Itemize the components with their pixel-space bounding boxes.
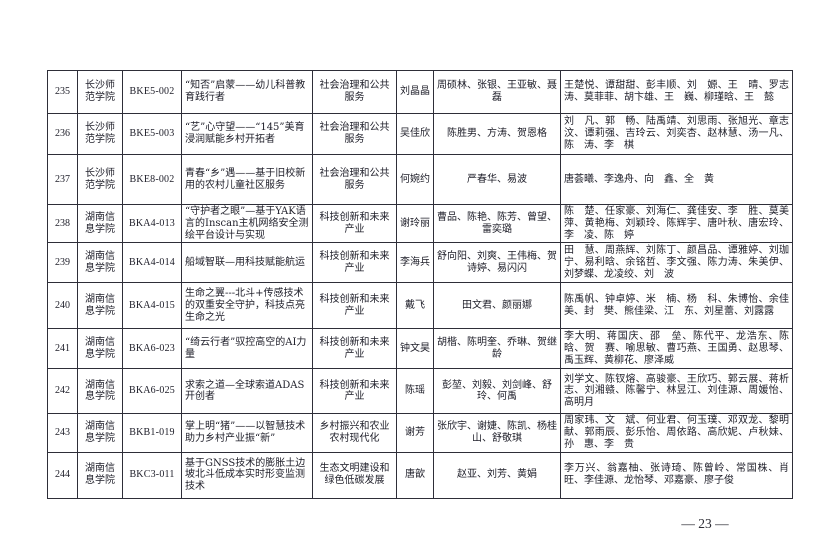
cell-num: 237 [47,154,78,205]
cell-school: 湖南信息学院 [77,282,123,330]
table-row: 238 湖南信息学院 BKA4-013 “守护者之眼”—基于YAK语言的Inscan主… [47,203,793,244]
cell-advisors: 严春华、易波 [433,154,561,205]
cell-school: 长沙师范学院 [77,113,123,155]
cell-school: 湖南信息学院 [77,203,123,244]
cell-leader: 何婉约 [396,154,434,205]
cell-members: 周家玮、文 斌、何业君、何玉璞、邓双龙、黎明献、郭雨辰、彭乐怡、周依路、高欣妮、… [560,413,793,453]
cell-advisors: 彭堃、刘毅、刘剑峰、舒玲、何禹 [433,368,561,415]
cell-category: 乡村振兴和农业农村现代化 [312,413,397,453]
table-row: 240 湖南信息学院 BKA4-015 生命之翼---北斗+传感技术的双重安全守护，科… [47,282,793,330]
cell-members: 唐荟曦、李逸舟、向 鑫、全 黄 [560,154,793,205]
cell-school: 湖南信息学院 [77,451,123,499]
cell-title: 生命之翼---北斗+传感技术的双重安全守护，科技点亮生命之光 [181,282,313,330]
table-row: 244 湖南信息学院 BKC3-011 基于GNSS技术的膨胀土边坡北斗低成本实时形变… [47,451,793,499]
cell-leader: 谢芳 [396,413,434,453]
cell-leader: 钟文昊 [396,328,434,370]
cell-category: 科技创新和未来产业 [312,282,397,330]
table-row: 242 湖南信息学院 BKA6-025 求索之道—全球索道ADAS开创者 科技创新和未来… [47,368,793,415]
cell-advisors: 周硕林、张银、王亚敏、聂磊 [433,70,561,114]
cell-category: 社会治理和公共服务 [312,113,397,155]
cell-num: 239 [47,242,78,284]
cell-advisors: 舒向阳、刘爽、王伟梅、贺诗婷、易闪闪 [433,242,561,284]
cell-leader: 唐歆 [396,451,434,499]
cell-advisors: 陈胜男、方涛、贺恩格 [433,113,561,155]
project-list-table: 235 长沙师范学院 BKE5-002 “知否”启蒙——幼儿科普教育践行者 社会治理和公… [47,70,793,499]
cell-title: “绮云行者”驭控高空的AI力量 [181,328,313,370]
cell-members: 田 慧、周燕辉、刘陈丁、颜昌品、谭雅婷、刘珈宁、易利晗、余铭哲、李文强、陈力涛、… [560,242,793,284]
cell-leader: 刘晶晶 [396,70,434,114]
table-row: 236 长沙师范学院 BKE5-003 “艺”心守望——“145”美育浸润赋能乡村开拓… [47,113,793,155]
cell-num: 241 [47,328,78,370]
cell-members: 陈禹帆、钟卓婷、米 楠、杨 科、朱博怡、余佳美、封 樊、熊佳梁、江 东、刘星蕾、… [560,282,793,330]
cell-members: 陈 楚、任家豪、刘海仁、龚佳安、李 胜、莫美萍、黄艳梅、刘颖玲、陈辉宇、唐叶秋、… [560,203,793,244]
cell-school: 湖南信息学院 [77,368,123,415]
cell-code: BKA4-015 [122,282,182,330]
cell-advisors: 赵亚、刘芳、黄娟 [433,451,561,499]
cell-title: 青春“乡”遇——基于旧校新用的农村儿童社区服务 [181,154,313,205]
cell-leader: 李海兵 [396,242,434,284]
cell-title: “艺”心守望——“145”美育浸润赋能乡村开拓者 [181,113,313,155]
cell-members: 李大明、蒋国庆、邵 垒、陈代平、龙浩东、陈 晗、贺 赛、喻思敏、曹巧燕、王国勇、… [560,328,793,370]
cell-num: 244 [47,451,78,499]
cell-advisors: 田文君、颜丽娜 [433,282,561,330]
cell-members: 王楚悦、谭甜甜、彭丰顺、刘 嫄、王 晴、罗志涛、莫菲菲、胡卞雄、王 巍、柳瑾晗、… [560,70,793,114]
cell-title: “知否”启蒙——幼儿科普教育践行者 [181,70,313,114]
cell-title: 基于GNSS技术的膨胀土边坡北斗低成本实时形变监测技术 [181,451,313,499]
cell-leader: 吴佳欣 [396,113,434,155]
cell-title: 掌上明“猪”——以智慧技术助力乡村产业振“新” [181,413,313,453]
table-row: 235 长沙师范学院 BKE5-002 “知否”启蒙——幼儿科普教育践行者 社会治理和公… [47,70,793,114]
cell-school: 湖南信息学院 [77,242,123,284]
cell-code: BKA6-025 [122,368,182,415]
cell-category: 科技创新和未来产业 [312,328,397,370]
table-row: 243 湖南信息学院 BKB1-019 掌上明“猪”——以智慧技术助力乡村产业振“新”… [47,413,793,453]
cell-num: 242 [47,368,78,415]
cell-category: 社会治理和公共服务 [312,70,397,114]
table-body: 235 长沙师范学院 BKE5-002 “知否”启蒙——幼儿科普教育践行者 社会治理和公… [47,70,793,499]
cell-members: 李万兴、翁嘉柚、张诗琦、陈曾岭、常国株、肖 旺、李佳源、龙怡琴、邓嘉豪、廖子俊 [560,451,793,499]
table-row: 237 长沙师范学院 BKE8-002 青春“乡”遇——基于旧校新用的农村儿童社区服务… [47,154,793,205]
cell-category: 生态文明建设和绿色低碳发展 [312,451,397,499]
cell-num: 235 [47,70,78,114]
cell-category: 科技创新和未来产业 [312,368,397,415]
cell-school: 湖南信息学院 [77,413,123,453]
cell-members: 刘 凡、郭 畅、陆禹靖、刘思雨、张旭光、章志汶、谭莉强、吉玲云、刘奕杏、赵林慧、… [560,113,793,155]
table-row: 241 湖南信息学院 BKA6-023 “绮云行者”驭控高空的AI力量 科技创新和未来产… [47,328,793,370]
cell-code: BKE5-003 [122,113,182,155]
cell-school: 长沙师范学院 [77,154,123,205]
cell-category: 社会治理和公共服务 [312,154,397,205]
cell-school: 长沙师范学院 [77,70,123,114]
cell-title: 求索之道—全球索道ADAS开创者 [181,368,313,415]
cell-category: 科技创新和未来产业 [312,242,397,284]
cell-num: 240 [47,282,78,330]
cell-num: 236 [47,113,78,155]
cell-leader: 陈瑶 [396,368,434,415]
table-row: 239 湖南信息学院 BKA4-014 船域智联—用科技赋能航运 科技创新和未来产业 李海… [47,242,793,284]
cell-advisors: 胡楷、陈明奎、乔琳、贺继龄 [433,328,561,370]
cell-title: 船域智联—用科技赋能航运 [181,242,313,284]
cell-title: “守护者之眼”—基于YAK语言的Inscan主机网络安全测绘平台设计与实现 [181,203,313,244]
cell-members: 刘学文、陈钗熔、高骏豪、王欣巧、郭云展、蒋析志、刘湘赣、陈馨宁、林昱江、刘佳源、… [560,368,793,415]
cell-num: 238 [47,203,78,244]
cell-code: BKA4-014 [122,242,182,284]
cell-num: 243 [47,413,78,453]
cell-code: BKB1-019 [122,413,182,453]
cell-code: BKE8-002 [122,154,182,205]
page-number: — 23 — [681,516,729,531]
cell-school: 湖南信息学院 [77,328,123,370]
cell-category: 科技创新和未来产业 [312,203,397,244]
cell-advisors: 曹品、陈艳、陈芳、曾望、雷奕璐 [433,203,561,244]
cell-code: BKA6-023 [122,328,182,370]
cell-code: BKA4-013 [122,203,182,244]
cell-leader: 谢玲丽 [396,203,434,244]
cell-code: BKE5-002 [122,70,182,114]
cell-code: BKC3-011 [122,451,182,499]
cell-advisors: 张欣宇、谢婕、陈凯、杨桂山、舒敬琪 [433,413,561,453]
cell-leader: 戴飞 [396,282,434,330]
